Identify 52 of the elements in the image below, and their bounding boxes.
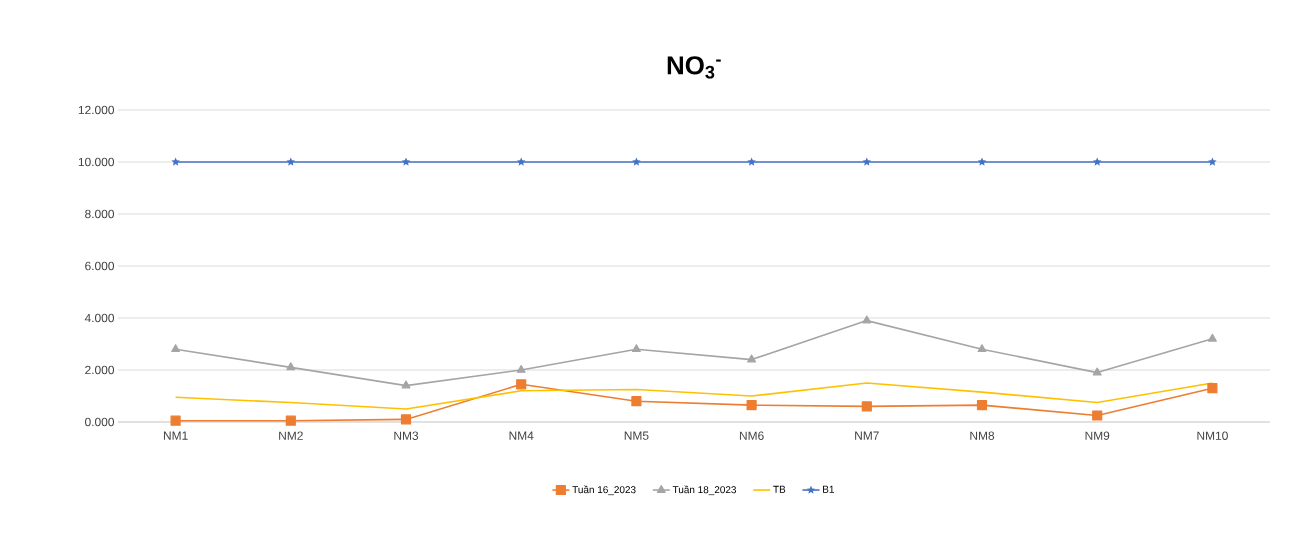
legend-label: TB bbox=[773, 485, 786, 493]
x-tick-label: NM5 bbox=[624, 431, 649, 440]
point bbox=[861, 401, 872, 412]
x-tick-label: NM2 bbox=[279, 431, 303, 440]
y-tick-label: 0.000 bbox=[85, 417, 115, 427]
point bbox=[171, 157, 180, 166]
point bbox=[1092, 367, 1102, 376]
x-tick-label: NM3 bbox=[394, 431, 419, 440]
x-tick-label: NM4 bbox=[509, 431, 534, 440]
x-tick-label: NM9 bbox=[1085, 431, 1110, 440]
point bbox=[632, 157, 641, 166]
point bbox=[401, 380, 411, 389]
point bbox=[631, 344, 641, 353]
legend-label: B1 bbox=[823, 485, 834, 493]
point bbox=[976, 400, 988, 411]
point bbox=[285, 415, 296, 426]
point bbox=[516, 379, 527, 390]
x-tick-label: NM6 bbox=[739, 431, 764, 440]
y-tick-label: 10.000 bbox=[78, 157, 115, 167]
x-tick-label: NM7 bbox=[855, 431, 879, 440]
point bbox=[1092, 157, 1102, 166]
point bbox=[401, 157, 411, 166]
point bbox=[862, 315, 872, 324]
point bbox=[286, 157, 296, 166]
point bbox=[747, 157, 756, 166]
x-tick-label: NM1 bbox=[163, 431, 188, 440]
point bbox=[862, 157, 872, 166]
y-tick-label: 8.000 bbox=[85, 209, 115, 219]
y-tick-label: 12.000 bbox=[78, 105, 115, 115]
point bbox=[170, 415, 181, 426]
x-tick-label: NM8 bbox=[970, 431, 995, 440]
point bbox=[400, 414, 412, 425]
point bbox=[977, 157, 987, 166]
point bbox=[286, 362, 296, 371]
point bbox=[1208, 157, 1217, 166]
y-tick-label: 4.000 bbox=[84, 313, 115, 323]
point bbox=[977, 344, 987, 353]
point bbox=[171, 344, 181, 353]
y-tick-label: 6.000 bbox=[85, 261, 115, 271]
point bbox=[746, 400, 757, 411]
point bbox=[516, 364, 526, 373]
legend-label: Tuần 18_2023 bbox=[672, 485, 737, 496]
y-tick-label: 2.000 bbox=[85, 365, 115, 375]
chart-title: NO$_{3}$- bbox=[667, 56, 721, 79]
point bbox=[1092, 410, 1103, 421]
x-tick-label: NM10 bbox=[1197, 431, 1228, 440]
point bbox=[516, 157, 526, 166]
point bbox=[1207, 333, 1217, 342]
point bbox=[631, 396, 642, 407]
legend-label: Tuần 16_2023 bbox=[572, 485, 636, 496]
point bbox=[747, 354, 757, 363]
point bbox=[1207, 383, 1218, 394]
